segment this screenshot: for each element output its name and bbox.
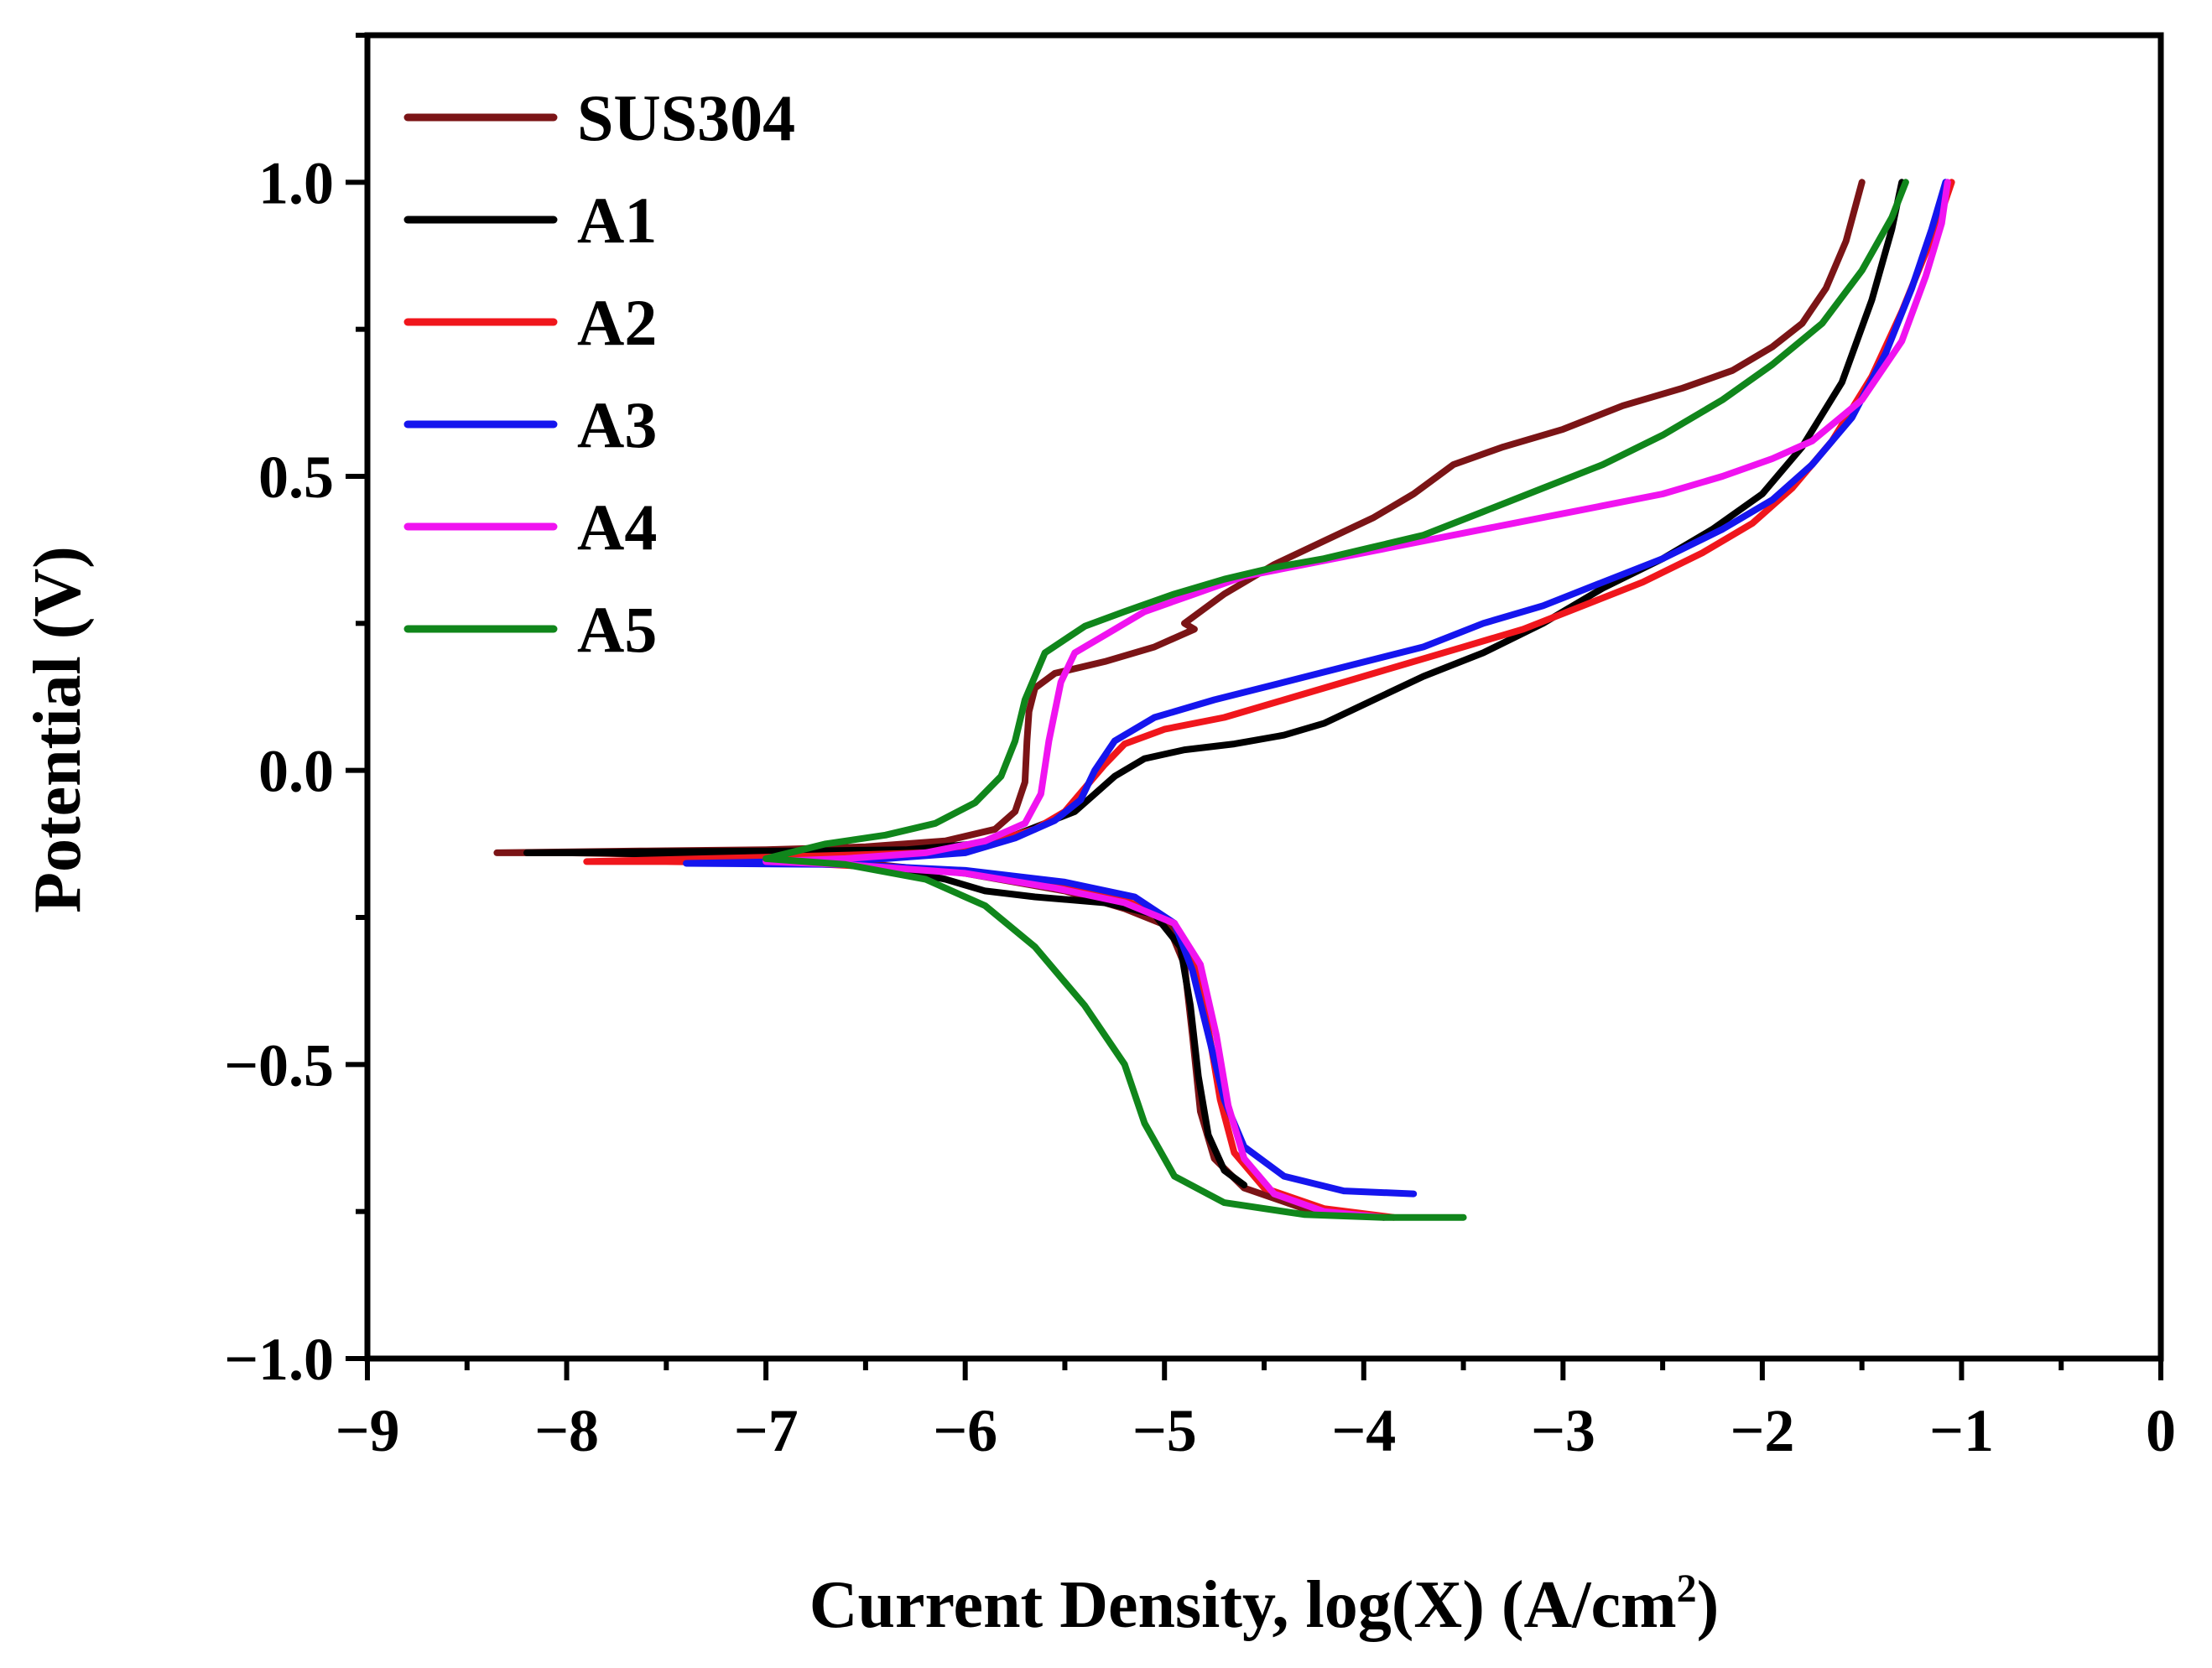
x-tick-label: −4 (1331, 1397, 1396, 1464)
y-tick-label: −1.0 (224, 1326, 334, 1393)
series-line-a4 (762, 179, 1951, 1221)
y-tick-label: 0.0 (258, 738, 334, 805)
x-axis-title-main: Current Density, log(X) (A/cm (809, 1568, 1677, 1642)
legend: SUS304 A1 A2 A3 A4 A5 (403, 81, 795, 666)
x-tick-label: −8 (534, 1397, 599, 1464)
series-lines (493, 179, 1955, 1221)
legend-label-a1: A1 (577, 184, 657, 257)
x-tick-label: −2 (1730, 1397, 1794, 1464)
legend-label-a5: A5 (577, 593, 657, 666)
series-line-a3 (683, 179, 1949, 1198)
axis-ticks (346, 33, 2163, 1380)
legend-label-sus304: SUS304 (577, 81, 795, 154)
x-tick-label: −7 (734, 1397, 799, 1464)
x-tick-label: 0 (2146, 1397, 2176, 1464)
x-axis-title-sup: 2 (1677, 1567, 1697, 1611)
series-line-sus304 (493, 179, 1866, 1221)
legend-label-a3: A3 (577, 388, 657, 461)
x-tick-label: −1 (1929, 1397, 1994, 1464)
y-tick-label: 1.0 (258, 149, 334, 216)
y-tick-label: −0.5 (224, 1031, 334, 1099)
x-tick-label: −3 (1531, 1397, 1595, 1464)
x-tick-label: −6 (933, 1397, 997, 1464)
x-axis-title: Current Density, log(X) (A/cm2) (809, 1567, 1720, 1642)
y-tick-label: 0.5 (258, 444, 334, 511)
x-axis-title-close: ) (1697, 1568, 1720, 1642)
y-axis-title: Potential (V) (21, 546, 95, 913)
series-line-a2 (583, 179, 1955, 1221)
x-tick-label: −9 (335, 1397, 399, 1464)
x-tick-label: −5 (1132, 1397, 1197, 1464)
legend-label-a2: A2 (577, 286, 657, 359)
series-line-a5 (762, 179, 1909, 1221)
axis-tick-labels: −9 −8 −7 −6 −5 −4 −3 −2 −1 0 −1.0 −0.5 0.0 0.5 1.0 (224, 149, 2176, 1464)
legend-label-a4: A4 (577, 491, 657, 564)
